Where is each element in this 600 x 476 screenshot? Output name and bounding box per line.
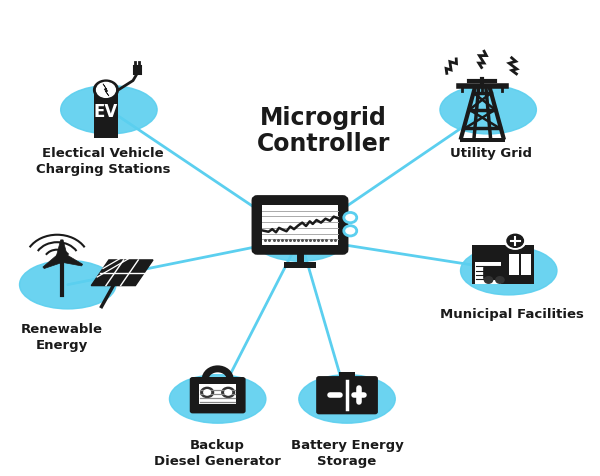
- Text: Battery Energy
Storage: Battery Energy Storage: [290, 438, 403, 467]
- Bar: [284, 262, 316, 268]
- Polygon shape: [103, 84, 109, 96]
- FancyBboxPatch shape: [496, 268, 506, 278]
- Bar: [472, 246, 534, 250]
- Text: Utility Grid: Utility Grid: [450, 147, 532, 160]
- Circle shape: [496, 277, 504, 283]
- Circle shape: [505, 232, 526, 249]
- Circle shape: [344, 212, 357, 223]
- Text: EV: EV: [94, 103, 118, 121]
- Circle shape: [507, 234, 523, 248]
- Ellipse shape: [440, 86, 536, 134]
- Circle shape: [204, 390, 211, 395]
- Text: Electical Vehicle
Charging Stations: Electical Vehicle Charging Stations: [36, 147, 170, 176]
- Text: Backup
Diesel Generator: Backup Diesel Generator: [154, 438, 281, 467]
- Circle shape: [225, 390, 232, 395]
- Bar: [94, 90, 118, 134]
- Ellipse shape: [169, 375, 266, 423]
- FancyBboxPatch shape: [255, 198, 345, 251]
- FancyBboxPatch shape: [483, 267, 506, 279]
- Ellipse shape: [61, 86, 157, 134]
- Polygon shape: [59, 253, 83, 266]
- Bar: [475, 262, 501, 284]
- Circle shape: [222, 387, 235, 397]
- Text: Renewable
Energy: Renewable Energy: [21, 323, 103, 352]
- Polygon shape: [43, 254, 65, 268]
- Text: Microgrid
Controller: Microgrid Controller: [257, 106, 390, 156]
- Bar: [509, 264, 519, 275]
- Polygon shape: [91, 260, 153, 286]
- Ellipse shape: [299, 375, 395, 423]
- Bar: [472, 250, 534, 284]
- Text: Municipal Facilities: Municipal Facilities: [440, 308, 584, 321]
- Circle shape: [97, 82, 115, 98]
- Bar: [94, 134, 118, 138]
- Bar: [521, 254, 532, 265]
- Bar: [134, 66, 140, 74]
- Circle shape: [484, 277, 493, 283]
- Ellipse shape: [461, 247, 557, 295]
- Circle shape: [94, 80, 118, 99]
- FancyBboxPatch shape: [190, 377, 245, 413]
- Ellipse shape: [253, 215, 347, 261]
- Bar: [460, 138, 505, 142]
- Bar: [521, 264, 532, 275]
- Bar: [262, 205, 338, 245]
- Circle shape: [201, 387, 214, 397]
- Bar: [339, 372, 355, 378]
- Circle shape: [58, 254, 66, 261]
- Bar: [199, 385, 236, 404]
- Bar: [509, 254, 519, 265]
- Ellipse shape: [20, 260, 116, 309]
- Circle shape: [344, 226, 357, 236]
- Polygon shape: [56, 240, 68, 258]
- FancyBboxPatch shape: [316, 376, 378, 414]
